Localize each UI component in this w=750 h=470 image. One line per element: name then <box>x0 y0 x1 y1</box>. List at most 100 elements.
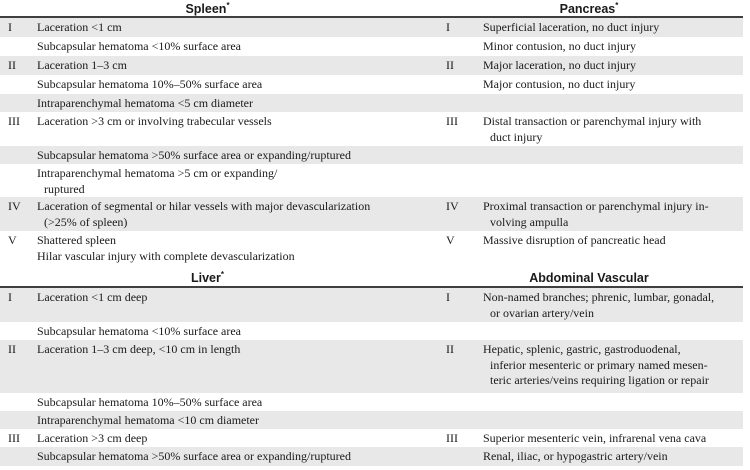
table-row: Intraparenchymal hematoma <10 cm diamete… <box>0 411 743 429</box>
left-organ-cell: III Laceration >3 cm deep <box>0 431 445 447</box>
entry-line: Minor contusion, no duct injury <box>483 39 636 53</box>
entry-line: Hilar vascular injury with complete deva… <box>37 248 295 263</box>
entry-line: Renal, iliac, or hypogastric artery/vein <box>483 449 668 463</box>
section-title-spleen: Spleen* <box>0 0 445 16</box>
grade-label: II <box>446 58 454 72</box>
right-organ-cell: I Superficial laceration, no duct injury <box>445 20 743 36</box>
grade-label: III <box>446 431 458 445</box>
injury-description: Laceration 1–3 cm <box>37 58 445 74</box>
entry-line: Subcapsular hematoma 10%–50% surface are… <box>37 395 263 409</box>
right-organ-cell: IV Proximal transaction or parenchymal in… <box>445 199 743 230</box>
injury-description: Laceration 1–3 cm deep, <10 cm in length <box>37 342 445 358</box>
entry-line: volving ampulla <box>490 214 569 229</box>
entry-line: Subcapsular hematoma <10% surface area <box>37 324 242 338</box>
injury-description: Subcapsular hematoma 10%–50% surface are… <box>37 77 445 93</box>
injury-description: Shattered spleen Hilar vascular injury wi… <box>37 233 445 264</box>
left-organ-cell: Subcapsular hematoma <10% surface area <box>0 39 445 55</box>
table-row: V Shattered spleen Hilar vascular injury w… <box>0 231 743 265</box>
right-organ-cell: I Non-named branches; phrenic, lumbar, go… <box>445 290 743 321</box>
table-row: Intraparenchymal hematoma >5 cm or expan… <box>0 164 743 197</box>
right-organ-cell: III Distal transaction or parenchymal inj… <box>445 114 743 145</box>
section-title-abdominal-vascular: Abdominal Vascular <box>445 271 743 286</box>
table-row: III Laceration >3 cm deep III Superior mese… <box>0 429 743 447</box>
section-title-text: Abdominal Vascular <box>529 271 649 285</box>
entry-line: Major laceration, no duct injury <box>483 58 636 72</box>
section-title-liver: Liver* <box>0 269 445 286</box>
left-organ-cell: Subcapsular hematoma <10% surface area <box>0 324 445 340</box>
section-title-text: Liver <box>190 271 221 285</box>
right-organ-cell: Major contusion, no duct injury <box>445 77 743 93</box>
entry-line: duct injury <box>490 129 543 144</box>
entry-line: ruptured <box>44 181 85 196</box>
entry-line: (>25% of spleen) <box>44 214 128 229</box>
grade-label: IV <box>446 199 459 213</box>
injury-description: Non-named branches; phrenic, lumbar, gon… <box>483 290 743 321</box>
table-row: I Laceration <1 cm deep I Non-named branche… <box>0 288 743 322</box>
right-organ-cell: III Superior mesenteric vein, infrarenal … <box>445 431 743 447</box>
grade-label: I <box>8 290 12 304</box>
right-organ-cell: II Major laceration, no duct injury <box>445 58 743 74</box>
injury-description: Laceration >3 cm deep <box>37 431 445 447</box>
grade-label: V <box>446 233 455 247</box>
entry-line: Non-named branches; phrenic, lumbar, gon… <box>483 290 715 304</box>
table-row: Subcapsular hematoma <10% surface area <box>0 322 743 340</box>
injury-description: Subcapsular hematoma <10% surface area <box>37 39 445 55</box>
entry-line: Distal transaction or parenchymal injury… <box>483 114 702 128</box>
table-row: II Laceration 1–3 cm deep, <10 cm in leng… <box>0 340 743 393</box>
entry-line: Intraparenchymal hematoma <5 cm diameter <box>37 96 254 110</box>
entry-line: Intraparenchymal hematoma <10 cm diamete… <box>37 413 260 427</box>
left-organ-cell: Subcapsular hematoma >50% surface area o… <box>0 148 445 164</box>
injury-description: Proximal transaction or parenchymal inju… <box>483 199 743 230</box>
section-header-row: Spleen* Pancreas * <box>0 0 743 18</box>
injury-description: Intraparenchymal hematoma >5 cm or expan… <box>37 166 445 197</box>
entry-line: Laceration 1–3 cm deep, <10 cm in length <box>37 342 241 356</box>
left-organ-cell: I Laceration <1 cm <box>0 20 445 36</box>
injury-description: Laceration of segmental or hilar vessels… <box>37 199 445 230</box>
grade-label: III <box>8 431 20 445</box>
left-organ-cell: Subcapsular hematoma 10%–50% surface are… <box>0 395 445 411</box>
injury-description: Laceration <1 cm <box>37 20 445 36</box>
entry-line: Subcapsular hematoma >50% surface area o… <box>37 148 351 162</box>
entry-line: inferior mesenteric or primary named mes… <box>490 357 708 372</box>
entry-line: Subcapsular hematoma 10%–50% surface are… <box>37 77 263 91</box>
injury-description: Major contusion, no duct injury <box>483 77 743 93</box>
table-row: III Laceration >3 cm or involving trabecu… <box>0 112 743 146</box>
grade-label: I <box>8 20 12 34</box>
injury-description: Distal transaction or parenchymal injury… <box>483 114 743 145</box>
grade-label: III <box>446 114 458 128</box>
section-title-text: Pancreas <box>559 2 616 16</box>
footnote-asterisk: * <box>220 269 224 279</box>
left-organ-cell: V Shattered spleen Hilar vascular injury w… <box>0 233 445 264</box>
injury-description: Renal, iliac, or hypogastric artery/vein <box>483 449 743 465</box>
entry-line: Shattered spleen <box>37 233 116 247</box>
injury-description: Intraparenchymal hematoma <10 cm diamete… <box>37 413 445 429</box>
grade-label: V <box>8 233 17 247</box>
injury-description: Massive disruption of pancreatic head <box>483 233 743 249</box>
table-row: Subcapsular hematoma <10% surface area Mi… <box>0 37 743 56</box>
injury-description: Superior mesenteric vein, infrarenal ven… <box>483 431 743 447</box>
injury-description: Laceration <1 cm deep <box>37 290 445 306</box>
entry-line: Laceration <1 cm deep <box>37 290 148 304</box>
entry-line: Laceration >3 cm deep <box>37 431 148 445</box>
left-organ-cell: I Laceration <1 cm deep <box>0 290 445 306</box>
table-row: Subcapsular hematoma 10%–50% surface are… <box>0 393 743 411</box>
left-organ-cell: Intraparenchymal hematoma <10 cm diamete… <box>0 413 445 429</box>
grade-label: IV <box>8 199 21 213</box>
left-organ-cell: II Laceration 1–3 cm deep, <10 cm in leng… <box>0 342 445 358</box>
entry-line: Superficial laceration, no duct injury <box>483 20 660 34</box>
injury-description: Subcapsular hematoma <10% surface area <box>37 324 445 340</box>
left-organ-cell: II Laceration 1–3 cm <box>0 58 445 74</box>
table-row: Intraparenchymal hematoma <5 cm diameter <box>0 94 743 112</box>
left-organ-cell: Subcapsular hematoma >50% surface area o… <box>0 449 445 465</box>
injury-description: Laceration >3 cm or involving trabecular… <box>37 114 445 130</box>
footnote-asterisk: * <box>226 0 230 10</box>
entry-line: Superior mesenteric vein, infrarenal ven… <box>483 431 707 445</box>
grade-label: I <box>446 20 450 34</box>
grade-label: I <box>446 290 450 304</box>
injury-description: Subcapsular hematoma 10%–50% surface are… <box>37 395 445 411</box>
entry-line: Massive disruption of pancreatic head <box>483 233 666 247</box>
entry-line: Major contusion, no duct injury <box>483 77 636 91</box>
section-header-row: Liver* Abdominal Vascular <box>0 265 743 288</box>
entry-line: Laceration <1 cm <box>37 20 122 34</box>
